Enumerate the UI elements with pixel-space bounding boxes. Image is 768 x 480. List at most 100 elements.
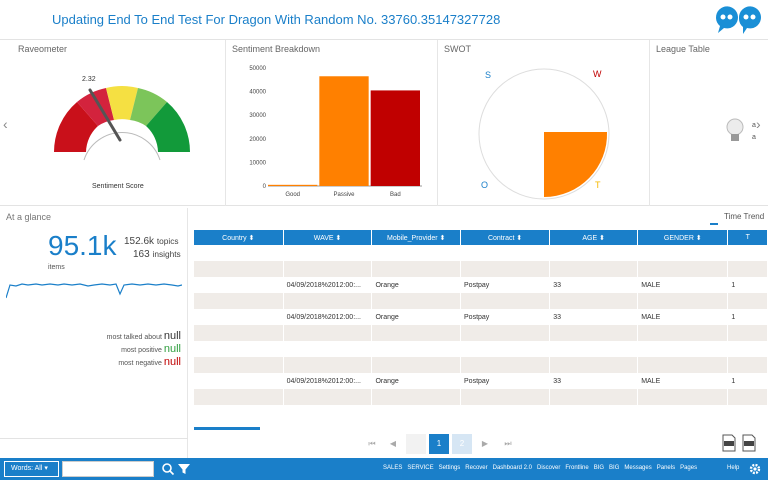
nav-link[interactable]: Panels: [656, 465, 676, 471]
y-tick-label: 50000: [249, 66, 266, 72]
first-page-button[interactable]: ⏮: [368, 439, 376, 448]
table-cell: [727, 389, 768, 405]
most-positive-label: most positive: [121, 347, 162, 354]
table-cell: Orange: [371, 373, 462, 389]
table-row[interactable]: [194, 325, 768, 341]
col-t-header[interactable]: T: [727, 230, 768, 245]
col-age-header[interactable]: AGE ⬍: [549, 230, 639, 245]
table-cell: MALE: [637, 373, 729, 389]
page-1-button[interactable]: 1: [429, 434, 449, 454]
table-row[interactable]: [194, 261, 768, 277]
gauge-value-label: 2.32: [82, 76, 96, 83]
nav-link[interactable]: BIG: [593, 465, 605, 471]
bar-good[interactable]: [268, 184, 318, 186]
swot-panel[interactable]: SWOT S W O T: [438, 40, 650, 206]
sentiment-bar-chart: 50000 40000 30000 20000 10000 0 Good Passive Bad: [249, 66, 422, 198]
nav-link[interactable]: SERVICE: [407, 465, 434, 471]
table-cell: Orange: [371, 277, 462, 293]
table-cell: Postpay: [460, 277, 551, 293]
table-cell: [637, 261, 729, 277]
col-mobile-provider-header[interactable]: Mobile_Provider ⬍: [371, 230, 462, 245]
prev-page-button[interactable]: ◀: [389, 439, 397, 448]
search-input[interactable]: [62, 461, 154, 477]
page-2-button[interactable]: 2: [452, 434, 472, 454]
gear-icon[interactable]: [748, 462, 762, 476]
nav-link[interactable]: Messages: [624, 465, 652, 471]
table-cell: [371, 325, 462, 341]
carousel-next-arrow-icon[interactable]: ›: [756, 116, 761, 132]
table-header-row: Country ⬍ WAVE ⬍ Mobile_Provider ⬍ Contr…: [194, 230, 768, 245]
nav-link[interactable]: Dashboard 2.0: [492, 465, 532, 471]
table-cell: 33: [549, 277, 639, 293]
gauge-caption: Sentiment Score: [92, 183, 144, 190]
sentiment-breakdown-panel[interactable]: Sentiment Breakdown 50000 40000 30000 20000…: [226, 40, 438, 206]
table-cell: [283, 341, 373, 357]
table-row[interactable]: 04/09/2018%2012:00:... Orange Postpay 33 MAL…: [194, 309, 768, 325]
table-cell: [460, 245, 551, 261]
nav-link[interactable]: Recover: [465, 465, 488, 471]
xls-download-icon[interactable]: [722, 434, 736, 452]
col-country-header[interactable]: Country ⬍: [194, 230, 284, 245]
table-cell: MALE: [637, 309, 729, 325]
nav-link[interactable]: Discover: [537, 465, 561, 471]
table-cell: Postpay: [460, 373, 551, 389]
nav-link[interactable]: Pages: [680, 465, 698, 471]
most-positive-value: null: [163, 343, 181, 355]
league-table-panel[interactable]: League Table a a: [650, 40, 768, 206]
table-row[interactable]: [194, 357, 768, 373]
filter-icon[interactable]: [177, 462, 191, 476]
bar-passive[interactable]: [319, 76, 369, 186]
insights-value: 163: [133, 249, 150, 260]
y-tick-label: 0: [263, 184, 267, 190]
col-contract-header[interactable]: Contract ⬍: [460, 230, 551, 245]
help-link[interactable]: Help: [727, 465, 740, 471]
table-cell: 33: [549, 373, 639, 389]
table-cell: [194, 293, 284, 309]
col-wave-header[interactable]: WAVE ⬍: [283, 230, 373, 245]
time-trend-tab[interactable]: Time Trend: [724, 212, 765, 221]
carousel-prev-arrow-icon[interactable]: ‹: [3, 116, 8, 132]
table-cell: 04/09/2018%2012:00:...: [283, 373, 373, 389]
words-filter-label: Words: All: [11, 465, 43, 472]
table-cell: [371, 341, 462, 357]
table-cell: Postpay: [460, 309, 551, 325]
table-cell: [727, 293, 768, 309]
next-page-button[interactable]: ▶: [481, 439, 489, 448]
table-cell: [194, 389, 284, 405]
data-table-area: Time Trend Country ⬍ WAVE ⬍ Mobile_Provi…: [190, 208, 768, 458]
topics-label: topics: [156, 236, 179, 246]
table-cell: [194, 325, 284, 341]
table-row[interactable]: 04/09/2018%2012:00:... Orange Postpay 33 MAL…: [194, 373, 768, 389]
data-table: Country ⬍ WAVE ⬍ Mobile_Provider ⬍ Contr…: [194, 230, 768, 405]
raveometer-title: Raveometer: [18, 44, 68, 54]
raveometer-panel[interactable]: Raveometer 2.32 Sentiment Score: [12, 40, 226, 206]
y-tick-label: 30000: [249, 113, 266, 119]
nav-link[interactable]: Settings: [438, 465, 461, 471]
table-row[interactable]: [194, 293, 768, 309]
col-gender-header[interactable]: GENDER ⬍: [637, 230, 729, 245]
bar-bad[interactable]: [370, 90, 420, 186]
table-cell: [194, 357, 284, 373]
nav-link[interactable]: BIG: [609, 465, 620, 471]
table-row[interactable]: [194, 245, 768, 261]
table-row[interactable]: [194, 389, 768, 405]
table-row[interactable]: 04/09/2018%2012:00:... Orange Postpay 33 MAL…: [194, 277, 768, 293]
search-icon[interactable]: [161, 462, 175, 476]
most-talked-label: most talked about: [106, 334, 162, 341]
table-cell: [283, 325, 373, 341]
nav-link[interactable]: Frontline: [565, 465, 589, 471]
table-cell: [549, 325, 639, 341]
table-row[interactable]: [194, 341, 768, 357]
last-page-button[interactable]: ⏭: [504, 439, 512, 448]
y-tick-label: 40000: [249, 90, 266, 96]
xls-download-alt-icon[interactable]: [742, 434, 756, 452]
table-cell: [371, 357, 462, 373]
words-filter-dropdown[interactable]: Words: All ▾: [4, 461, 59, 477]
nav-link[interactable]: SALES: [383, 465, 403, 471]
swot-letter-t: T: [595, 180, 601, 190]
table-cell: [194, 261, 284, 277]
quote-bubbles-logo-icon[interactable]: [712, 4, 762, 36]
most-talked-value: null: [163, 330, 181, 342]
horizontal-scrollbar[interactable]: [194, 427, 260, 430]
table-cell: [460, 293, 551, 309]
